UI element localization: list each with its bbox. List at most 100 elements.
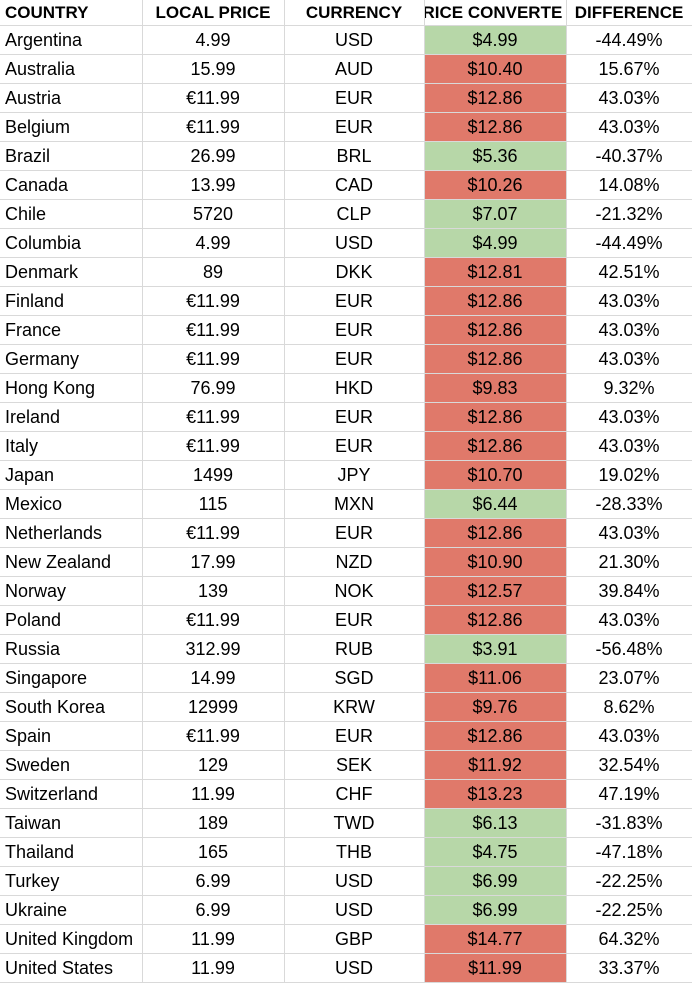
cell-local-price[interactable]: €11.99 (141, 112, 285, 142)
cell-local-price[interactable]: 6.99 (141, 895, 285, 925)
cell-currency[interactable]: CHF (283, 779, 425, 809)
cell-difference[interactable]: 43.03% (565, 518, 692, 548)
cell-local-price[interactable]: 129 (141, 750, 285, 780)
cell-country[interactable]: Ukraine (0, 895, 143, 925)
cell-local-price[interactable]: 89 (141, 257, 285, 287)
cell-price-converted[interactable]: $11.99 (423, 953, 567, 983)
cell-price-converted[interactable]: $6.99 (423, 895, 567, 925)
cell-difference[interactable]: 43.03% (565, 83, 692, 113)
cell-price-converted[interactable]: $4.99 (423, 25, 567, 55)
cell-currency[interactable]: HKD (283, 373, 425, 403)
cell-country[interactable]: Spain (0, 721, 143, 751)
cell-country[interactable]: Canada (0, 170, 143, 200)
cell-local-price[interactable]: 26.99 (141, 141, 285, 171)
cell-local-price[interactable]: €11.99 (141, 431, 285, 461)
cell-difference[interactable]: 43.03% (565, 315, 692, 345)
cell-currency[interactable]: KRW (283, 692, 425, 722)
cell-difference[interactable]: 33.37% (565, 953, 692, 983)
cell-country[interactable]: Taiwan (0, 808, 143, 838)
cell-country[interactable]: France (0, 315, 143, 345)
cell-local-price[interactable]: 13.99 (141, 170, 285, 200)
cell-difference[interactable]: 43.03% (565, 431, 692, 461)
cell-country[interactable]: United States (0, 953, 143, 983)
cell-currency[interactable]: EUR (283, 112, 425, 142)
cell-price-converted[interactable]: $12.86 (423, 518, 567, 548)
cell-local-price[interactable]: €11.99 (141, 605, 285, 635)
cell-currency[interactable]: EUR (283, 721, 425, 751)
header-local-price[interactable]: LOCAL PRICE (141, 0, 285, 26)
cell-local-price[interactable]: 1499 (141, 460, 285, 490)
cell-country[interactable]: Switzerland (0, 779, 143, 809)
cell-country[interactable]: New Zealand (0, 547, 143, 577)
cell-difference[interactable]: -44.49% (565, 25, 692, 55)
cell-country[interactable]: United Kingdom (0, 924, 143, 954)
cell-difference[interactable]: 8.62% (565, 692, 692, 722)
cell-difference[interactable]: 43.03% (565, 605, 692, 635)
cell-country[interactable]: Mexico (0, 489, 143, 519)
cell-local-price[interactable]: 115 (141, 489, 285, 519)
cell-price-converted[interactable]: $6.99 (423, 866, 567, 896)
cell-local-price[interactable]: 139 (141, 576, 285, 606)
cell-price-converted[interactable]: $3.91 (423, 634, 567, 664)
cell-price-converted[interactable]: $12.86 (423, 112, 567, 142)
cell-difference[interactable]: -22.25% (565, 866, 692, 896)
cell-currency[interactable]: JPY (283, 460, 425, 490)
cell-country[interactable]: Hong Kong (0, 373, 143, 403)
cell-country[interactable]: Russia (0, 634, 143, 664)
cell-currency[interactable]: EUR (283, 286, 425, 316)
cell-country[interactable]: Columbia (0, 228, 143, 258)
cell-price-converted[interactable]: $10.70 (423, 460, 567, 490)
header-price-converted[interactable]: RICE CONVERTE (423, 0, 567, 26)
cell-price-converted[interactable]: $4.99 (423, 228, 567, 258)
cell-country[interactable]: Ireland (0, 402, 143, 432)
cell-price-converted[interactable]: $12.86 (423, 431, 567, 461)
cell-currency[interactable]: BRL (283, 141, 425, 171)
cell-country[interactable]: Poland (0, 605, 143, 635)
cell-country[interactable]: Belgium (0, 112, 143, 142)
cell-local-price[interactable]: 17.99 (141, 547, 285, 577)
cell-local-price[interactable]: 4.99 (141, 228, 285, 258)
cell-currency[interactable]: USD (283, 866, 425, 896)
cell-country[interactable]: Argentina (0, 25, 143, 55)
cell-local-price[interactable]: €11.99 (141, 286, 285, 316)
cell-local-price[interactable]: €11.99 (141, 83, 285, 113)
cell-currency[interactable]: USD (283, 228, 425, 258)
cell-currency[interactable]: MXN (283, 489, 425, 519)
cell-price-converted[interactable]: $6.13 (423, 808, 567, 838)
cell-currency[interactable]: RUB (283, 634, 425, 664)
cell-currency[interactable]: TWD (283, 808, 425, 838)
cell-local-price[interactable]: 12999 (141, 692, 285, 722)
cell-local-price[interactable]: 312.99 (141, 634, 285, 664)
cell-country[interactable]: Australia (0, 54, 143, 84)
cell-difference[interactable]: -40.37% (565, 141, 692, 171)
cell-currency[interactable]: EUR (283, 431, 425, 461)
cell-currency[interactable]: USD (283, 895, 425, 925)
cell-local-price[interactable]: 6.99 (141, 866, 285, 896)
cell-country[interactable]: Turkey (0, 866, 143, 896)
cell-price-converted[interactable]: $12.86 (423, 83, 567, 113)
cell-local-price[interactable]: 76.99 (141, 373, 285, 403)
cell-difference[interactable]: 32.54% (565, 750, 692, 780)
cell-difference[interactable]: -31.83% (565, 808, 692, 838)
cell-country[interactable]: Thailand (0, 837, 143, 867)
cell-price-converted[interactable]: $9.83 (423, 373, 567, 403)
cell-price-converted[interactable]: $10.26 (423, 170, 567, 200)
cell-country[interactable]: Brazil (0, 141, 143, 171)
cell-country[interactable]: Chile (0, 199, 143, 229)
cell-currency[interactable]: EUR (283, 605, 425, 635)
cell-price-converted[interactable]: $11.06 (423, 663, 567, 693)
cell-currency[interactable]: NZD (283, 547, 425, 577)
cell-country[interactable]: Netherlands (0, 518, 143, 548)
cell-difference[interactable]: 64.32% (565, 924, 692, 954)
cell-country[interactable]: Germany (0, 344, 143, 374)
cell-currency[interactable]: USD (283, 953, 425, 983)
cell-country[interactable]: Denmark (0, 257, 143, 287)
cell-currency[interactable]: THB (283, 837, 425, 867)
cell-difference[interactable]: 43.03% (565, 286, 692, 316)
cell-difference[interactable]: -47.18% (565, 837, 692, 867)
cell-currency[interactable]: USD (283, 25, 425, 55)
cell-price-converted[interactable]: $12.86 (423, 286, 567, 316)
cell-difference[interactable]: 43.03% (565, 344, 692, 374)
cell-currency[interactable]: EUR (283, 518, 425, 548)
cell-difference[interactable]: 9.32% (565, 373, 692, 403)
